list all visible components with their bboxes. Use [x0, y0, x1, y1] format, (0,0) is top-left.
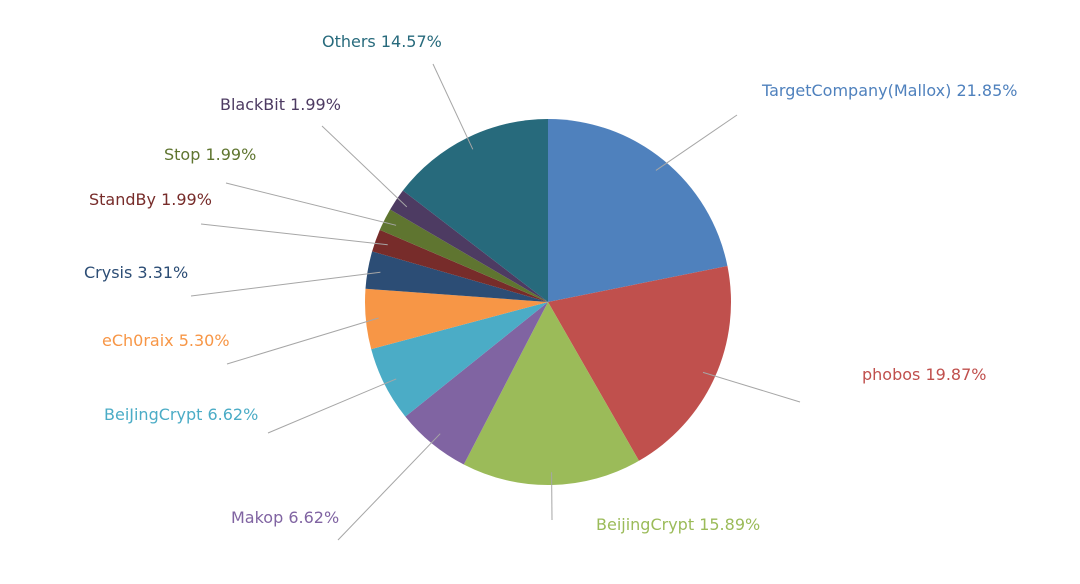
slice-label: phobos 19.87% [862, 365, 986, 384]
slice-label: eCh0raix 5.30% [102, 331, 230, 350]
slice-label: Crysis 3.31% [84, 263, 188, 282]
slice-labels: TargetCompany(Mallox) 21.85% phobos 19.87… [84, 32, 1017, 534]
slice-label: BeijingCrypt 15.89% [596, 515, 760, 534]
pie-slice-makop [405, 302, 548, 465]
leader-line [200, 223, 388, 246]
leader-line [655, 114, 738, 171]
leader-line [225, 182, 397, 226]
slice-label: TargetCompany(Mallox) 21.85% [761, 81, 1017, 100]
pie-slice-beijingcrypt [371, 302, 548, 417]
leader-line [226, 317, 379, 365]
pie-slice-ech0raix [365, 288, 548, 350]
pie-slice-targetcompany-mallox [548, 119, 728, 302]
leader-line [190, 271, 381, 297]
leader-line [337, 433, 441, 541]
pie-slice-crysis [365, 251, 548, 302]
pie-slices [365, 119, 732, 486]
leader-line [321, 125, 408, 208]
leader-lines [190, 63, 801, 541]
slice-label: Stop 1.99% [164, 145, 256, 164]
pie-slice-stop [379, 209, 548, 302]
slice-label: Makop 6.62% [231, 508, 339, 527]
leader-line [702, 371, 801, 403]
slice-label: BeiJingCrypt 6.62% [104, 405, 258, 424]
leader-line [432, 63, 474, 150]
leader-line [267, 378, 397, 434]
pie-slice-beijingcrypt [463, 302, 639, 486]
slice-label: BlackBit 1.99% [220, 95, 341, 114]
pie-slice-standby [372, 229, 548, 302]
pie-slice-others [402, 119, 548, 302]
pie-slice-phobos [548, 266, 732, 461]
pie-slice-blackbit [390, 190, 548, 302]
slice-label: Others 14.57% [322, 32, 442, 51]
slice-label: StandBy 1.99% [89, 190, 212, 209]
